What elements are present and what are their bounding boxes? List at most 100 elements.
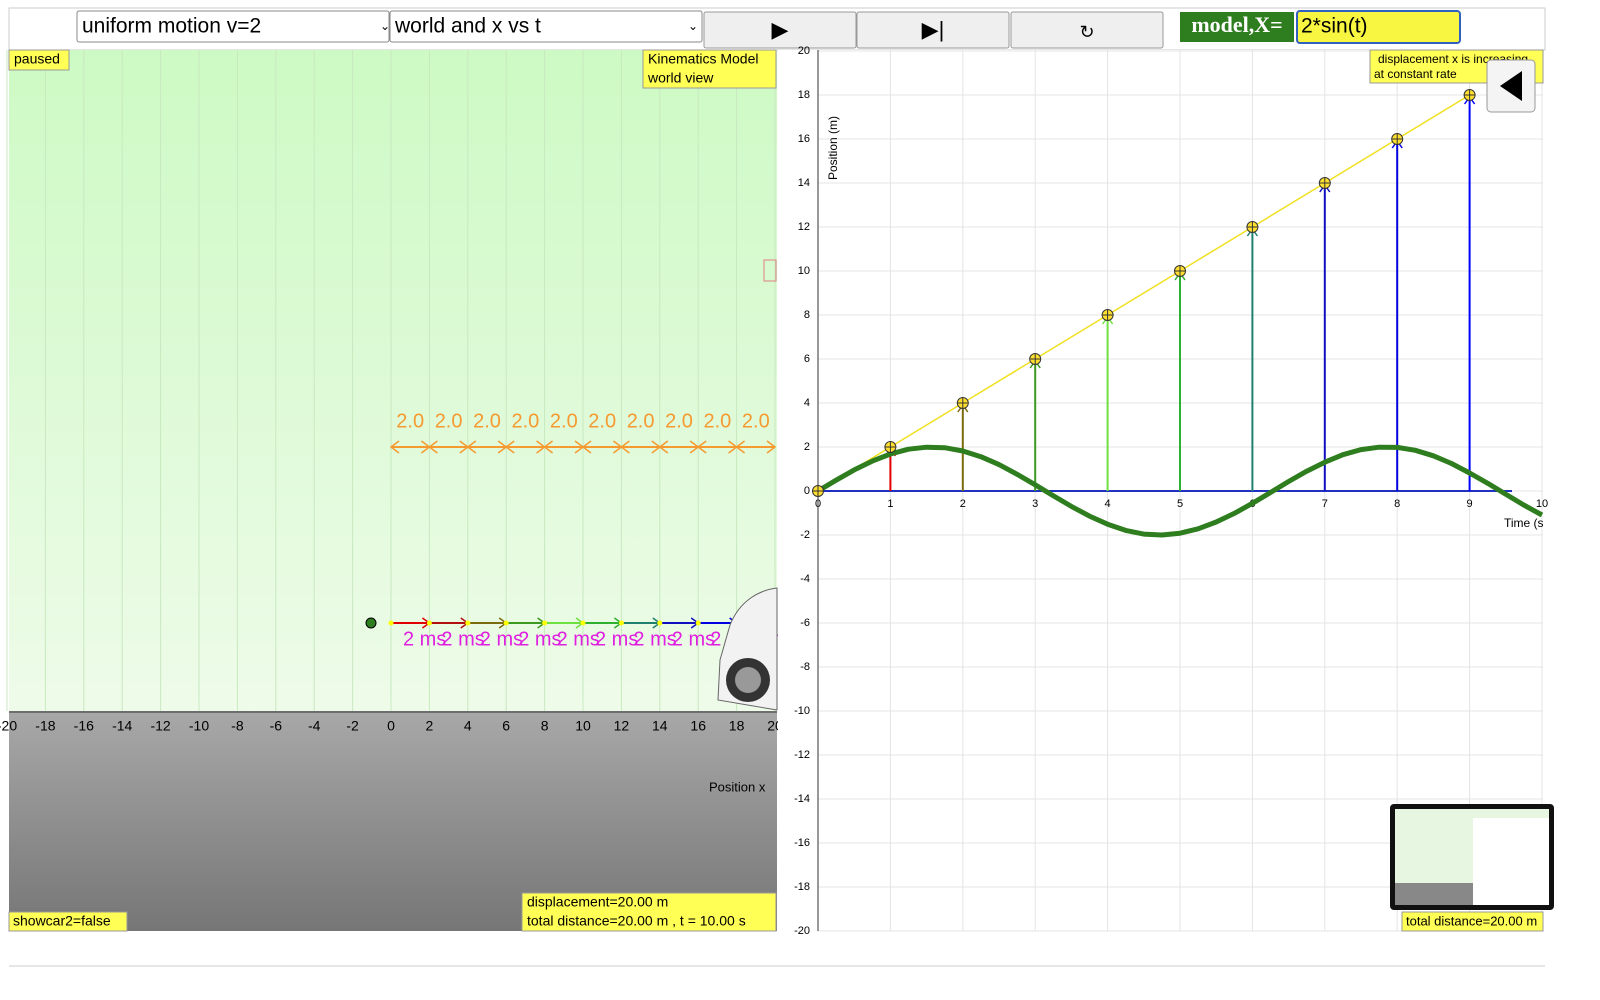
y-tick-label: 16 — [798, 133, 810, 145]
displacement-dot — [465, 620, 471, 626]
y-tick-label: -6 — [800, 617, 810, 629]
reset-button[interactable] — [1010, 11, 1164, 49]
y-tick-label: -8 — [800, 661, 810, 673]
model-input[interactable] — [1296, 10, 1461, 44]
overlay: paused Kinematics Model world view Posit… — [8, 49, 1554, 967]
speed-label: 2 ms — [672, 628, 715, 650]
world-tick-label: 14 — [652, 718, 668, 734]
world-tick-label: -2 — [346, 718, 359, 734]
world-title-box — [642, 49, 777, 89]
position-line — [817, 94, 1470, 492]
y-tick-label: 0 — [804, 485, 810, 497]
data-point-cross — [1175, 266, 1185, 276]
displacement-dot — [618, 620, 624, 626]
speed-label: 2 ms — [480, 628, 523, 650]
step-icon: ▶| — [922, 17, 945, 42]
y-tick-label: 14 — [798, 177, 810, 189]
x-tick-label: 3 — [1032, 498, 1038, 510]
x-tick-label: 8 — [1394, 498, 1400, 510]
graph-total: total distance=20.00 m — [1406, 913, 1537, 928]
model-curve — [816, 444, 1544, 538]
world-tick-label: -10 — [189, 718, 209, 734]
stats-box — [521, 892, 777, 932]
step-button[interactable] — [856, 11, 1010, 49]
data-point-cross — [1392, 134, 1403, 144]
world-tick-label: 10 — [575, 718, 591, 734]
displacement-dot — [657, 620, 663, 626]
y-tick-label: -4 — [800, 573, 810, 585]
play-icon: ▶ — [772, 17, 789, 42]
displacement-dot — [426, 620, 432, 626]
x-tick-label: 7 — [1322, 498, 1328, 510]
y-tick-label: -18 — [794, 881, 810, 893]
y-tick-label: -20 — [794, 925, 810, 937]
play-button[interactable] — [703, 11, 857, 49]
x-tick-label: 1 — [887, 498, 893, 510]
world-tick-label: 12 — [614, 718, 630, 734]
car-rim — [735, 667, 761, 693]
velocity-label: 2.0 — [703, 410, 731, 432]
y-tick-label: 6 — [804, 353, 810, 365]
thumbnail-ground — [1395, 883, 1473, 905]
displacement-dot — [580, 620, 586, 626]
y-tick-label: -10 — [794, 705, 810, 717]
x-axis-label: Time (s) — [1504, 516, 1548, 530]
displacement-dot — [388, 620, 394, 626]
y-tick-label: -2 — [800, 529, 810, 541]
world-tick-label: -14 — [112, 718, 132, 734]
world-tick-label: -12 — [150, 718, 170, 734]
data-point-cross — [1319, 178, 1330, 188]
world-tick-label: -20 — [0, 718, 17, 734]
world-title: Kinematics Model — [648, 51, 759, 67]
speed-label: 2 ms — [633, 628, 676, 650]
y-tick-label: 8 — [804, 309, 810, 321]
velocity-label: 2.0 — [511, 410, 539, 432]
x-tick-label: 10 — [1536, 498, 1548, 510]
velocity-arrow-head — [735, 440, 777, 454]
velocity-label: 2.0 — [742, 410, 770, 432]
world-tick-label: 0 — [387, 718, 395, 734]
velocity-label: 2.0 — [396, 410, 424, 432]
world-tick-label: -6 — [270, 718, 283, 734]
speed-label: 2 ms — [595, 628, 638, 650]
model-label-box — [1180, 12, 1294, 42]
speed-label: 2 ms — [518, 628, 561, 650]
data-point-cross — [957, 398, 968, 408]
y-tick-label: 2 — [804, 441, 810, 453]
y-tick-label: -14 — [794, 793, 810, 805]
world-view: -20-18-16-14-12-10-8-6-4-202468101214161… — [0, 50, 792, 931]
velocity-label: 2.0 — [435, 410, 463, 432]
speed-label: 2 ms — [441, 628, 484, 650]
start-marker — [365, 617, 377, 629]
data-point-cross — [1247, 222, 1258, 232]
showcar-box — [8, 911, 128, 932]
sky — [9, 50, 777, 711]
data-point-cross — [1030, 354, 1041, 364]
displacement-dot — [695, 620, 701, 626]
world-tick-label: -16 — [74, 718, 94, 734]
world-tick-label: 4 — [464, 718, 472, 734]
y-tick-label: -16 — [794, 837, 810, 849]
y-tick-label: -12 — [794, 749, 810, 761]
world-tick-label: -18 — [35, 718, 55, 734]
speed-label: 2 ms — [557, 628, 600, 650]
status: paused — [14, 51, 60, 67]
world-tick-label: -8 — [231, 718, 244, 734]
data-point-cross — [813, 486, 823, 496]
velocity-label: 2.0 — [627, 410, 655, 432]
status-box — [8, 49, 70, 71]
select-arrow: ⌄ — [688, 19, 698, 33]
data-point-cross — [1464, 90, 1475, 100]
x-tick-label: 4 — [1105, 498, 1111, 510]
velocity-label: 2.0 — [550, 410, 578, 432]
thumbnail-graph — [1473, 818, 1549, 905]
showcar: showcar2=false — [13, 913, 111, 929]
model-select[interactable] — [76, 10, 390, 43]
world-tick-label: 8 — [541, 718, 549, 734]
x-tick-label: 9 — [1467, 498, 1473, 510]
y-axis-label: Position (m) — [826, 116, 840, 180]
y-tick-label: 10 — [798, 265, 810, 277]
world-tick-label: 18 — [729, 718, 745, 734]
velocity-label: 2.0 — [473, 410, 501, 432]
view-select[interactable] — [389, 10, 703, 43]
